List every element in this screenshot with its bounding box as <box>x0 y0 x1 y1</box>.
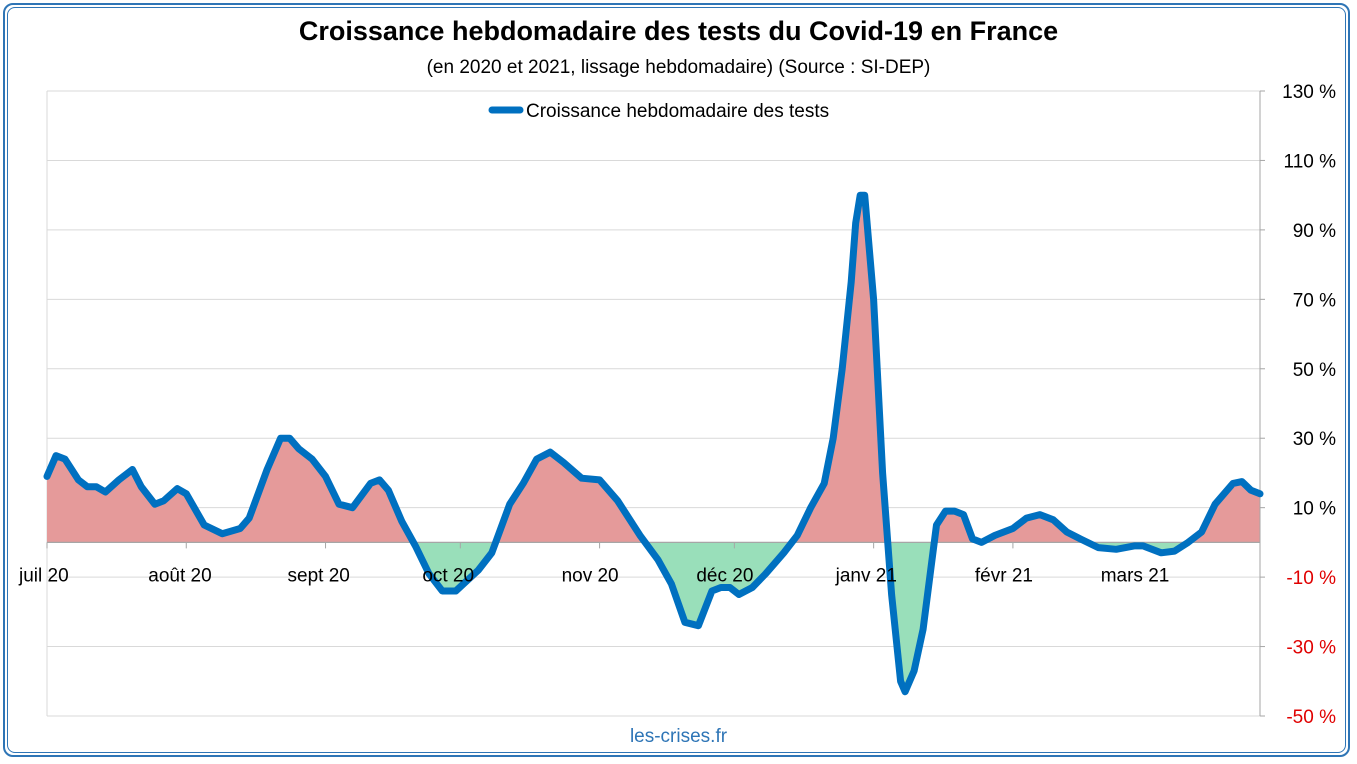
legend-label: Croissance hebdomadaire des tests <box>526 101 829 122</box>
x-tick-label: mars 21 <box>1101 565 1170 586</box>
y-tick-label: 50 % <box>1293 360 1336 381</box>
x-tick-label: janv 21 <box>835 565 897 586</box>
series-line <box>43 191 1264 696</box>
area-positive <box>47 195 1260 543</box>
y-tick-label: 90 % <box>1293 221 1336 242</box>
source-credit: les-crises.fr <box>629 726 728 747</box>
y-tick-label: 70 % <box>1293 290 1336 311</box>
chart-subtitle: (en 2020 et 2021, lissage hebdomadaire) … <box>426 57 931 78</box>
y-tick-label: 130 % <box>1282 82 1336 103</box>
gridlines <box>46 90 1260 717</box>
x-tick-label: févr 21 <box>975 565 1033 586</box>
area-negative <box>47 542 1260 692</box>
legend: Croissance hebdomadaire des tests <box>488 101 829 122</box>
chart-frame-inner <box>7 7 1346 753</box>
series-line-layer <box>43 191 1264 696</box>
y-tick-label: 110 % <box>1284 151 1337 172</box>
y-tick-label: -30 % <box>1286 638 1336 659</box>
chart-title: Croissance hebdomadaire des tests du Cov… <box>298 16 1059 46</box>
x-tick-label: août 20 <box>148 565 211 586</box>
x-tick-label: oct 20 <box>422 565 474 586</box>
x-tick-label: sept 20 <box>288 565 350 586</box>
y-tick-label: -50 % <box>1286 707 1336 728</box>
area-fills <box>47 195 1260 692</box>
y-tick-label: -10 % <box>1286 568 1336 589</box>
axes <box>46 90 1265 717</box>
tick-labels: -50 % -30 % -10 % 10 % 30 % 50 % 70 % 90 % 110 %… <box>18 82 1336 728</box>
x-tick-label: juil 20 <box>18 565 69 586</box>
chart-frame <box>3 3 1350 757</box>
x-tick-label: nov 20 <box>562 565 619 586</box>
x-tick-label: déc 20 <box>696 565 753 586</box>
y-tick-label: 10 % <box>1293 499 1336 520</box>
y-tick-label: 30 % <box>1293 429 1336 450</box>
